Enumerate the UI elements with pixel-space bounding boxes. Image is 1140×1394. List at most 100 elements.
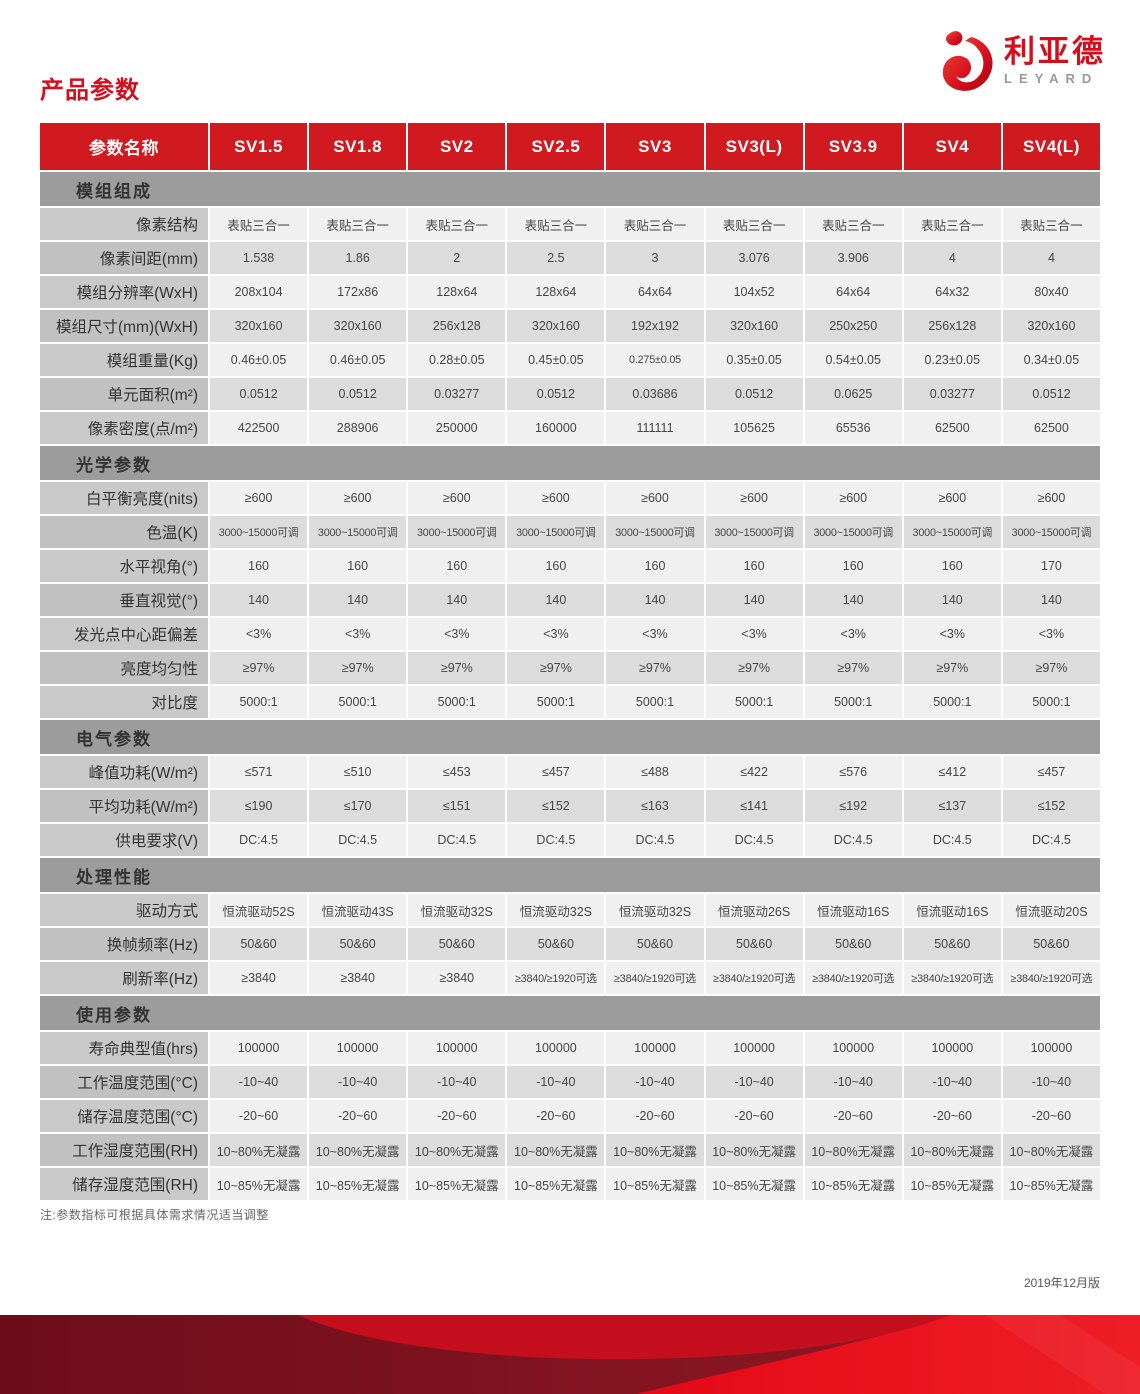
table-cell: 10~80%无凝露 [804, 1134, 902, 1166]
table-cell: 4 [1002, 242, 1100, 274]
table-cell: DC:4.5 [210, 824, 308, 856]
table-cell: 5000:1 [705, 686, 803, 718]
table-cell: 100000 [210, 1032, 308, 1064]
table-cell: 恒流驱动52S [210, 894, 308, 926]
table-cell: ≤192 [804, 790, 902, 822]
table-cell: ≤152 [507, 790, 605, 822]
table-cell: 5000:1 [210, 686, 308, 718]
row-label: 峰值功耗(W/m²) [40, 756, 208, 788]
table-cell: DC:4.5 [408, 824, 506, 856]
table-cell: 140 [804, 584, 902, 616]
row-label: 寿命典型值(hrs) [40, 1032, 208, 1064]
table-cell: ≥600 [309, 482, 407, 514]
table-cell: 恒流驱动32S [408, 894, 506, 926]
table-cell: DC:4.5 [1002, 824, 1100, 856]
table-cell: 10~85%无凝露 [507, 1168, 605, 1200]
table-cell: 5000:1 [804, 686, 902, 718]
section-header: 光学参数 [40, 446, 1100, 480]
table-cell: 10~85%无凝露 [408, 1168, 506, 1200]
table-cell: 100000 [804, 1032, 902, 1064]
table-cell: 恒流驱动32S [507, 894, 605, 926]
table-cell: 111111 [606, 412, 704, 444]
table-cell: 0.28±0.05 [408, 344, 506, 376]
table-cell: 160 [903, 550, 1001, 582]
row-label: 像素结构 [40, 208, 208, 240]
table-cell: 3000~15000可调 [210, 516, 308, 548]
column-header-8: SV4 [903, 123, 1001, 170]
table-cell: 3000~15000可调 [507, 516, 605, 548]
table-cell: <3% [507, 618, 605, 650]
version-label: 2019年12月版 [1023, 1276, 1100, 1290]
table-cell: <3% [903, 618, 1001, 650]
table-cell: 105625 [705, 412, 803, 444]
table-cell: 10~80%无凝露 [507, 1134, 605, 1166]
table-cell: DC:4.5 [903, 824, 1001, 856]
table-cell: <3% [705, 618, 803, 650]
table-cell: 192x192 [606, 310, 704, 342]
table-cell: ≥97% [507, 652, 605, 684]
row-label: 平均功耗(W/m²) [40, 790, 208, 822]
table-cell: ≤163 [606, 790, 704, 822]
table-cell: <3% [408, 618, 506, 650]
table-cell: ≥97% [903, 652, 1001, 684]
table-cell: 140 [606, 584, 704, 616]
table-cell: ≥3840 [309, 962, 407, 994]
table-cell: 3.076 [705, 242, 803, 274]
row-label: 色温(K) [40, 516, 208, 548]
table-cell: 50&60 [606, 928, 704, 960]
table-cell: 100000 [309, 1032, 407, 1064]
row-label: 刷新率(Hz) [40, 962, 208, 994]
column-header-9: SV4(L) [1002, 123, 1100, 170]
table-cell: 0.45±0.05 [507, 344, 605, 376]
row-label: 储存湿度范围(RH) [40, 1168, 208, 1200]
table-row: 刷新率(Hz) ≥3840 ≥3840 ≥3840 ≥3840/≥1920可选 ≥3840… [40, 962, 1100, 994]
table-cell: 160 [309, 550, 407, 582]
table-cell: DC:4.5 [804, 824, 902, 856]
table-cell: 0.0512 [705, 378, 803, 410]
table-cell: 172x86 [309, 276, 407, 308]
section-header: 使用参数 [40, 996, 1100, 1030]
table-cell: 5000:1 [606, 686, 704, 718]
table-cell: 64x64 [606, 276, 704, 308]
table-cell: 2 [408, 242, 506, 274]
table-cell: ≥600 [606, 482, 704, 514]
table-cell: ≥3840/≥1920可选 [606, 962, 704, 994]
table-row: 模组分辨率(WxH) 208x104 172x86 128x64 128x64 64x64… [40, 276, 1100, 308]
table-cell: <3% [606, 618, 704, 650]
table-cell: -10~40 [804, 1066, 902, 1098]
table-cell: 表贴三合一 [903, 208, 1001, 240]
table-cell: ≤457 [507, 756, 605, 788]
table-cell: -20~60 [804, 1100, 902, 1132]
table-cell: ≥600 [903, 482, 1001, 514]
table-cell: 320x160 [507, 310, 605, 342]
row-label: 像素密度(点/m²) [40, 412, 208, 444]
table-row: 像素间距(mm) 1.538 1.86 2 2.5 3 3.076 3.906 4 4 [40, 242, 1100, 274]
leyard-logo-text: 利亚德 LEYARD [1004, 35, 1106, 86]
table-cell: -20~60 [507, 1100, 605, 1132]
table-cell: ≥97% [408, 652, 506, 684]
spec-table: 参数名称 SV1.5 SV1.8 SV2 SV2.5 SV3 SV3(L) SV3.9 SV4 S… [40, 123, 1100, 1202]
table-cell: 5000:1 [507, 686, 605, 718]
table-cell: ≥97% [705, 652, 803, 684]
table-cell: ≤571 [210, 756, 308, 788]
table-cell: 3000~15000可调 [705, 516, 803, 548]
table-row: 峰值功耗(W/m²) ≤571 ≤510 ≤453 ≤457 ≤488 ≤422 ≤576 ≤4… [40, 756, 1100, 788]
table-row: 工作湿度范围(RH) 10~80%无凝露 10~80%无凝露 10~80%无凝露 10~… [40, 1134, 1100, 1166]
column-header-6: SV3(L) [705, 123, 803, 170]
table-row: 对比度 5000:1 5000:1 5000:1 5000:1 5000:1 5000:1 5… [40, 686, 1100, 718]
row-label: 亮度均匀性 [40, 652, 208, 684]
table-cell: DC:4.5 [705, 824, 803, 856]
table-cell: ≤453 [408, 756, 506, 788]
table-cell: 250x250 [804, 310, 902, 342]
table-cell: 恒流驱动20S [1002, 894, 1100, 926]
table-cell: 3000~15000可调 [309, 516, 407, 548]
row-label: 换帧频率(Hz) [40, 928, 208, 960]
table-cell: 320x160 [705, 310, 803, 342]
table-cell: 320x160 [309, 310, 407, 342]
table-cell: 0.46±0.05 [309, 344, 407, 376]
table-cell: 62500 [1002, 412, 1100, 444]
table-cell: ≥3840/≥1920可选 [705, 962, 803, 994]
table-cell: -20~60 [309, 1100, 407, 1132]
table-row: 储存温度范围(°C) -20~60 -20~60 -20~60 -20~60 -20~60… [40, 1100, 1100, 1132]
